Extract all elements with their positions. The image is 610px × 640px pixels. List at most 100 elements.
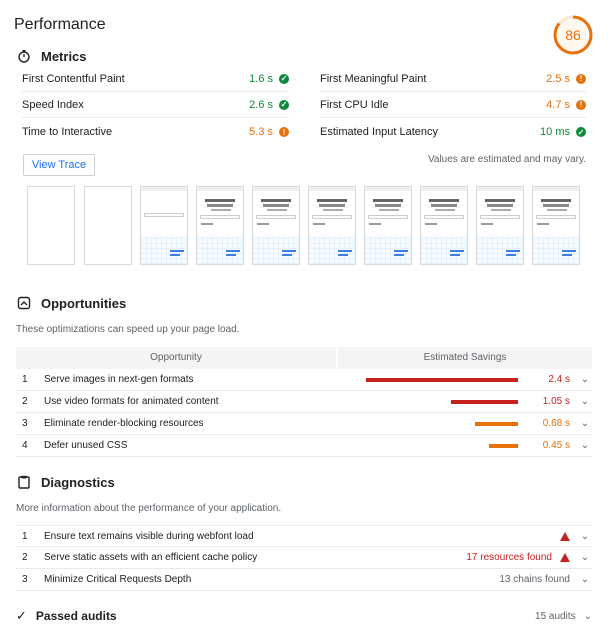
savings-bar: [475, 421, 518, 426]
metric-estimated-input-latency: Estimated Input Latency 10 ms ✓: [320, 119, 586, 145]
chevron-down-icon[interactable]: ⌄: [580, 374, 590, 385]
chevron-down-icon[interactable]: ⌄: [580, 418, 590, 429]
metric-value: 2.5 s: [546, 72, 570, 85]
metrics-heading: Metrics: [16, 48, 87, 64]
metric-label: Time to Interactive: [22, 126, 113, 138]
warning-icon: [560, 553, 570, 562]
opportunities-table-header: Opportunity Estimated Savings: [16, 347, 592, 369]
diagnostics-heading: Diagnostics: [16, 474, 115, 490]
metric-value: 2.6 s: [249, 98, 273, 111]
metric-label: Estimated Input Latency: [320, 126, 439, 138]
filmstrip-frame[interactable]: [364, 186, 412, 265]
passed-audits-toggle[interactable]: ✓ Passed audits 15 audits ⌄: [16, 607, 592, 625]
pass-check-icon: ✓: [279, 73, 289, 84]
savings-value: 2.4 s: [548, 374, 570, 385]
chevron-down-icon[interactable]: ⌄: [580, 574, 590, 585]
row-index: 2: [22, 552, 28, 563]
savings-value: 0.68 s: [542, 418, 570, 429]
row-title: Minimize Critical Requests Depth: [44, 574, 192, 585]
metric-label: First Meaningful Paint: [320, 72, 427, 85]
diagnostic-row[interactable]: 2 Serve static assets with an efficient …: [16, 547, 592, 569]
diagnostics-heading-label: Diagnostics: [41, 474, 115, 490]
savings-value: 0.45 s: [542, 440, 570, 451]
clipboard-icon: [16, 474, 32, 490]
opportunity-row[interactable]: 2 Use video formats for animated content…: [16, 391, 592, 413]
opportunity-row[interactable]: 1 Serve images in next-gen formats 2.4 s…: [16, 369, 592, 391]
diagnostic-value: 13 chains found: [499, 574, 570, 585]
metric-label: First CPU Idle: [320, 98, 389, 111]
metric-first-contentful-paint: First Contentful Paint 1.6 s ✓: [22, 66, 289, 92]
metric-first-meaningful-paint: First Meaningful Paint 2.5 s !: [320, 66, 586, 92]
average-info-icon: !: [576, 73, 586, 84]
opportunity-icon: [16, 295, 32, 311]
view-trace-button[interactable]: View Trace: [23, 154, 95, 176]
diagnostic-row[interactable]: 1 Ensure text remains visible during web…: [16, 525, 592, 547]
row-index: 1: [22, 374, 28, 385]
row-title: Eliminate render-blocking resources: [44, 418, 204, 429]
opportunities-subtitle: These optimizations can speed up your pa…: [16, 324, 240, 335]
chevron-down-icon[interactable]: ⌄: [580, 530, 590, 542]
metric-value: 1.6 s: [249, 72, 273, 85]
filmstrip-frame[interactable]: [476, 186, 524, 265]
filmstrip-frame[interactable]: [196, 186, 244, 265]
metric-value: 4.7 s: [546, 98, 570, 111]
row-title: Serve static assets with an efficient ca…: [44, 552, 258, 563]
diagnostic-value: 17 resources found: [466, 552, 552, 563]
performance-score-gauge: 86: [552, 14, 594, 56]
filmstrip-frame[interactable]: [420, 186, 468, 265]
filmstrip-frame[interactable]: [532, 186, 580, 265]
pass-check-icon: ✓: [576, 127, 586, 137]
metrics-heading-label: Metrics: [41, 48, 87, 64]
filmstrip-frame[interactable]: [308, 186, 356, 265]
filmstrip-frame[interactable]: [84, 186, 132, 265]
metric-label: First Contentful Paint: [22, 72, 125, 85]
row-index: 1: [22, 530, 28, 542]
metric-label: Speed Index: [22, 98, 84, 111]
metric-value: 10 ms: [540, 126, 570, 138]
score-ring: [553, 15, 593, 55]
savings-value: 1.05 s: [542, 396, 570, 407]
diagnostics-subtitle: More information about the performance o…: [16, 503, 282, 514]
row-index: 2: [22, 396, 28, 407]
opportunities-heading: Opportunities: [16, 295, 126, 311]
check-icon: ✓: [16, 608, 27, 623]
passed-audits-count: 15 audits: [535, 610, 576, 622]
savings-bar: [489, 443, 518, 448]
metric-first-cpu-idle: First CPU Idle 4.7 s !: [320, 92, 586, 118]
row-title: Use video formats for animated content: [44, 396, 219, 407]
col-opportunity: Opportunity: [150, 352, 202, 363]
row-index: 4: [22, 440, 28, 451]
savings-bar: [451, 399, 518, 404]
average-info-icon: !: [576, 99, 586, 110]
row-index: 3: [22, 418, 28, 429]
col-estimated-savings: Estimated Savings: [336, 347, 592, 369]
chevron-down-icon[interactable]: ⌄: [580, 396, 590, 407]
chevron-down-icon[interactable]: ⌄: [580, 552, 590, 563]
score-value: 86: [565, 27, 581, 43]
row-title: Serve images in next-gen formats: [44, 374, 194, 385]
chevron-down-icon[interactable]: ⌄: [583, 610, 592, 622]
stopwatch-icon: [16, 48, 32, 64]
filmstrip: [27, 186, 583, 266]
row-title: Defer unused CSS: [44, 440, 128, 451]
savings-bar: [366, 377, 518, 382]
metric-speed-index: Speed Index 2.6 s ✓: [22, 92, 289, 118]
passed-audits-title: Passed audits: [35, 609, 117, 623]
page-title: Performance: [14, 16, 106, 33]
opportunities-heading-label: Opportunities: [41, 295, 127, 311]
chevron-down-icon[interactable]: ⌄: [580, 440, 590, 451]
metric-value: 5.3 s: [249, 126, 273, 138]
filmstrip-frame[interactable]: [140, 186, 188, 265]
filmstrip-frame[interactable]: [27, 186, 75, 265]
row-index: 3: [22, 574, 28, 585]
opportunity-row[interactable]: 3 Eliminate render-blocking resources 0.…: [16, 413, 592, 435]
estimate-note: Values are estimated and may vary.: [427, 154, 586, 165]
metric-time-to-interactive: Time to Interactive 5.3 s !: [22, 119, 289, 145]
warning-icon: [560, 531, 570, 541]
pass-check-icon: ✓: [279, 99, 289, 110]
diagnostic-row[interactable]: 3 Minimize Critical Requests Depth 13 ch…: [16, 569, 592, 591]
filmstrip-frame[interactable]: [252, 186, 300, 265]
average-info-icon: !: [279, 127, 289, 137]
opportunity-row[interactable]: 4 Defer unused CSS 0.45 s ⌄: [16, 435, 592, 457]
row-title: Ensure text remains visible during webfo…: [44, 530, 254, 542]
